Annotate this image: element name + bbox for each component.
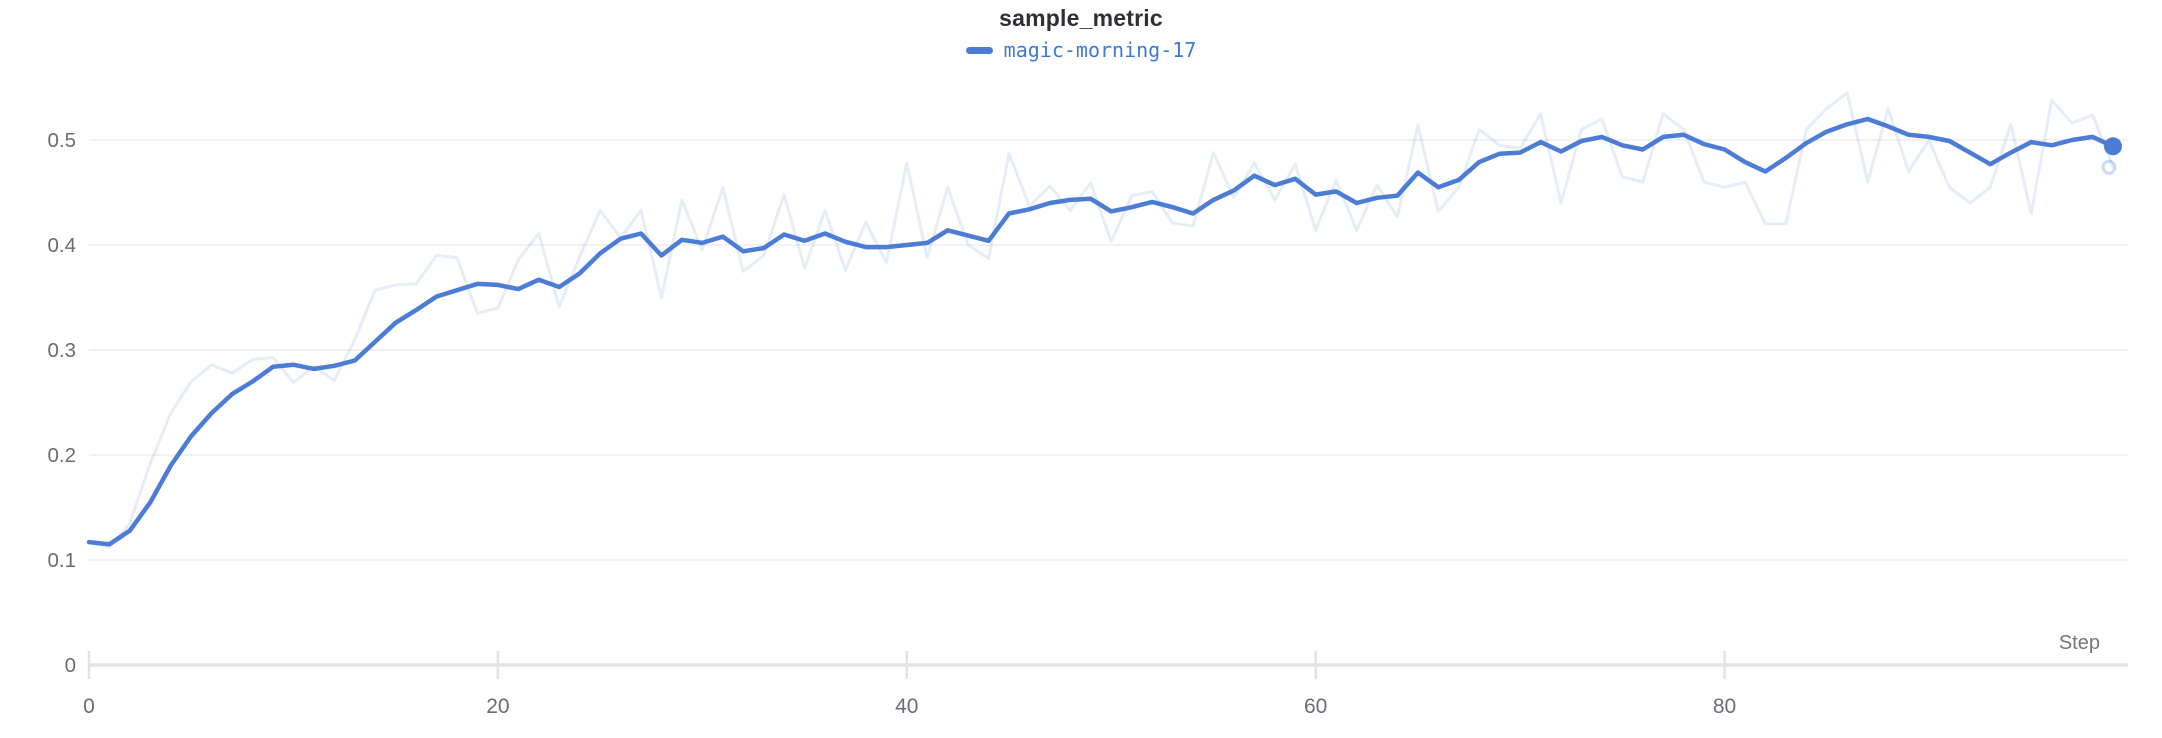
x-tick-marks xyxy=(87,651,1726,679)
legend-label: magic-morning-17 xyxy=(1003,38,1197,62)
x-tick-label: 40 xyxy=(895,695,918,718)
x-tick-label: 0 xyxy=(83,695,95,718)
legend: magic-morning-17 xyxy=(0,38,2162,62)
y-tick-labels: 0 0.1 0.2 0.3 0.4 0.5 xyxy=(48,129,77,677)
x-tick-label: 20 xyxy=(486,695,509,718)
y-tick-label: 0.5 xyxy=(48,129,77,152)
x-tick-label: 80 xyxy=(1713,695,1736,718)
legend-item[interactable]: magic-morning-17 xyxy=(965,38,1197,62)
chart-title: sample_metric xyxy=(999,5,1163,31)
legend-swatch-icon xyxy=(965,46,993,54)
raw-end-point-marker[interactable] xyxy=(2101,159,2117,175)
y-tick-label: 0.2 xyxy=(48,444,77,467)
y-tick-label: 0.4 xyxy=(48,234,77,257)
end-point-marker[interactable] xyxy=(2104,137,2122,156)
smoothed-series-line[interactable] xyxy=(86,116,2116,547)
x-axis-title: Step xyxy=(2058,632,2100,654)
y-tick-label: 0.3 xyxy=(48,339,77,362)
x-tick-labels: 0 20 40 60 80 xyxy=(83,695,1736,718)
y-tick-label: 0 xyxy=(65,654,76,677)
raw-series-line[interactable] xyxy=(87,91,2115,549)
gridlines xyxy=(89,139,2128,561)
x-tick-label: 60 xyxy=(1304,695,1327,718)
y-tick-label: 0.1 xyxy=(48,549,77,572)
